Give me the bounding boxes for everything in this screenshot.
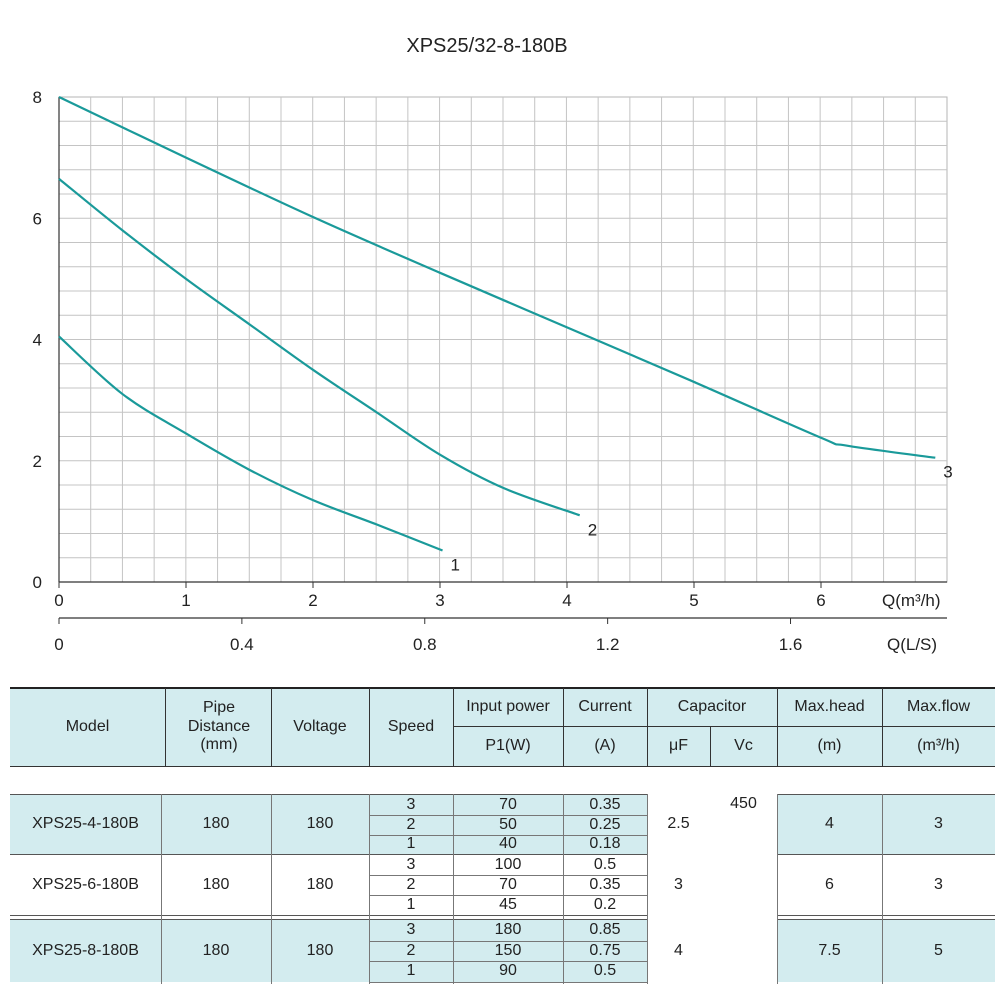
model-pipe: 180 bbox=[202, 875, 230, 893]
header-voltage: Voltage bbox=[293, 717, 347, 735]
power-cell: 180 bbox=[494, 921, 522, 939]
series-label-3: 3 bbox=[943, 463, 952, 482]
header-uf: μF bbox=[669, 736, 688, 754]
current-cell: 0.25 bbox=[589, 815, 621, 833]
speed-cell: 3 bbox=[406, 855, 416, 873]
power-cell: 70 bbox=[499, 875, 517, 893]
header-pipe-distance: Pipe Distance (mm) bbox=[187, 699, 251, 754]
x2-tick-label: 0.4 bbox=[230, 635, 254, 654]
speed-cell: 2 bbox=[406, 875, 416, 893]
header-input-power: Input power bbox=[466, 697, 550, 715]
current-cell: 0.75 bbox=[589, 941, 621, 959]
series-lines: 1 2 3 bbox=[58, 96, 953, 574]
speed-cell: 2 bbox=[406, 815, 416, 833]
power-cell: 50 bbox=[499, 815, 517, 833]
model-uf: 3 bbox=[674, 875, 683, 893]
spec-table: Model Pipe Distance (mm) Voltage Speed I… bbox=[0, 680, 1000, 1000]
power-cell: 90 bbox=[499, 962, 517, 980]
model-max-head: 6 bbox=[825, 875, 834, 893]
speed-cell: 1 bbox=[406, 962, 416, 980]
current-cell: 0.2 bbox=[593, 895, 617, 913]
header-max-flow-unit: (m³/h) bbox=[917, 736, 960, 754]
current-cell: 0.35 bbox=[589, 875, 621, 893]
vc-value: 450 bbox=[730, 794, 757, 812]
series-label-2: 2 bbox=[588, 520, 597, 539]
x-tick-label: 3 bbox=[435, 591, 444, 610]
header-current: Current bbox=[578, 697, 632, 715]
grid bbox=[58, 96, 948, 583]
speed-cell: 3 bbox=[406, 921, 416, 939]
model-max-head: 4 bbox=[825, 815, 834, 833]
tick-labels: 0 1 2 3 4 5 6 0 2 4 6 8 0 0.4 0.8 1.2 1.6 bbox=[33, 88, 826, 654]
x-tick-label: 6 bbox=[816, 591, 825, 610]
power-cell: 40 bbox=[499, 835, 517, 853]
header-max-head-unit: (m) bbox=[817, 736, 842, 754]
model-name: XPS25-6-180B bbox=[32, 875, 139, 893]
model-max-flow: 3 bbox=[934, 875, 943, 893]
y-tick-label: 2 bbox=[33, 452, 42, 471]
series-label-1: 1 bbox=[451, 555, 460, 574]
model-name: XPS25-8-180B bbox=[32, 941, 139, 959]
speed-cell: 2 bbox=[406, 941, 416, 959]
x-tick-label: 5 bbox=[689, 591, 698, 610]
power-cell: 150 bbox=[494, 941, 522, 959]
y-tick-label: 8 bbox=[33, 88, 42, 107]
x2-tick-label: 0 bbox=[54, 635, 63, 654]
chart-title: XPS25/32-8-180B bbox=[406, 35, 567, 57]
series-line-2 bbox=[58, 177, 581, 517]
x-tick-label: 1 bbox=[181, 591, 190, 610]
x2-tick-label: 0.8 bbox=[413, 635, 437, 654]
x2-tick-label: 1.2 bbox=[596, 635, 620, 654]
speed-cell: 3 bbox=[406, 795, 416, 813]
power-cell: 70 bbox=[499, 795, 517, 813]
current-cell: 0.35 bbox=[589, 795, 621, 813]
current-cell: 0.5 bbox=[593, 855, 617, 873]
x-axis-label: Q(m³/h) bbox=[882, 591, 941, 610]
model-max-flow: 5 bbox=[934, 941, 943, 959]
model-max-flow: 3 bbox=[934, 815, 943, 833]
speed-cell: 1 bbox=[406, 835, 416, 853]
pump-performance-chart: XPS25/32-8-180B 0 1 2 3 4 5 6 0 2 4 6 8 0 0.4 0.8 1.2 1.… bbox=[33, 35, 953, 654]
model-pipe: 180 bbox=[202, 815, 230, 833]
header-speed: Speed bbox=[387, 717, 435, 735]
y-tick-label: 6 bbox=[33, 209, 42, 228]
table-header bbox=[10, 688, 995, 766]
series-line-3 bbox=[58, 96, 936, 459]
model-name: XPS25-4-180B bbox=[32, 815, 139, 833]
x2-axis-label: Q(L/S) bbox=[887, 635, 937, 654]
header-model: Model bbox=[65, 717, 110, 735]
model-uf: 4 bbox=[674, 941, 683, 959]
speed-cell: 1 bbox=[406, 895, 416, 913]
y-tick-label: 0 bbox=[33, 573, 42, 592]
model-voltage: 180 bbox=[306, 941, 334, 959]
model-voltage: 180 bbox=[306, 875, 334, 893]
header-vc: Vc bbox=[734, 736, 753, 754]
model-max-head: 7.5 bbox=[818, 941, 841, 959]
model-uf: 2.5 bbox=[667, 815, 690, 833]
x-tick-label: 4 bbox=[562, 591, 571, 610]
header-current-unit: (A) bbox=[594, 736, 616, 754]
header-p1: P1(W) bbox=[485, 736, 531, 754]
axes bbox=[58, 97, 947, 624]
model-voltage: 180 bbox=[306, 815, 334, 833]
power-cell: 100 bbox=[494, 855, 522, 873]
header-capacitor: Capacitor bbox=[677, 697, 747, 715]
x-tick-label: 2 bbox=[308, 591, 317, 610]
model-pipe: 180 bbox=[202, 941, 230, 959]
x-tick-label: 0 bbox=[54, 591, 63, 610]
header-max-head: Max.head bbox=[794, 697, 865, 715]
y-tick-label: 4 bbox=[33, 331, 42, 350]
x2-tick-label: 1.6 bbox=[779, 635, 803, 654]
power-cell: 45 bbox=[499, 895, 517, 913]
current-cell: 0.5 bbox=[593, 962, 617, 980]
current-cell: 0.18 bbox=[589, 835, 621, 853]
series-line-1 bbox=[58, 335, 443, 552]
header-max-flow: Max.flow bbox=[906, 697, 971, 715]
current-cell: 0.85 bbox=[589, 921, 621, 939]
